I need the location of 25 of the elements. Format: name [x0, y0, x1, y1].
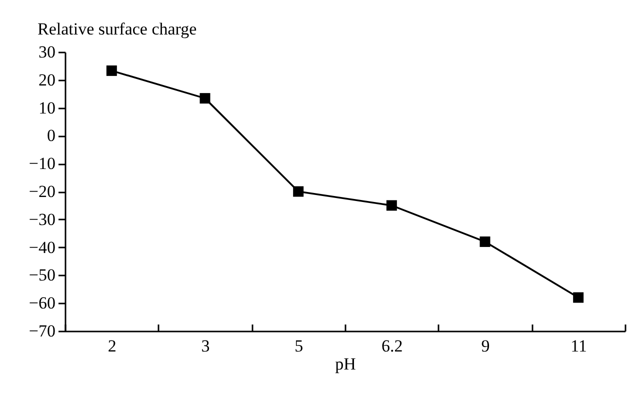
x-tick-label: 3 — [201, 336, 210, 356]
x-tick-label: 5 — [294, 336, 304, 356]
y-tick-label: −70 — [28, 322, 56, 340]
x-tick-label: 9 — [481, 336, 490, 356]
x-tick-label: 11 — [570, 336, 588, 356]
y-tick-label: 20 — [38, 70, 56, 90]
x-tick-label: 6.2 — [382, 336, 403, 356]
y-tick-label: −30 — [28, 210, 56, 229]
point — [386, 200, 397, 211]
x-tick-label: 2 — [108, 336, 116, 356]
y-tick-label: −40 — [28, 238, 56, 257]
x-axis-title: pH — [335, 354, 356, 374]
y-tick-label: −10 — [28, 154, 56, 174]
y-tick-label: −20 — [28, 182, 56, 201]
point — [106, 65, 117, 76]
point — [573, 292, 584, 303]
y-tick-label: −50 — [28, 266, 56, 285]
point — [480, 236, 490, 247]
y-tick-label: −60 — [28, 294, 56, 313]
point — [293, 186, 304, 197]
y-tick-label: 30 — [38, 42, 56, 62]
y-tick-label: 10 — [38, 98, 56, 118]
y-axis-title: Relative surface charge — [38, 20, 197, 38]
y-tick-label: 0 — [47, 126, 56, 146]
point — [200, 93, 210, 104]
